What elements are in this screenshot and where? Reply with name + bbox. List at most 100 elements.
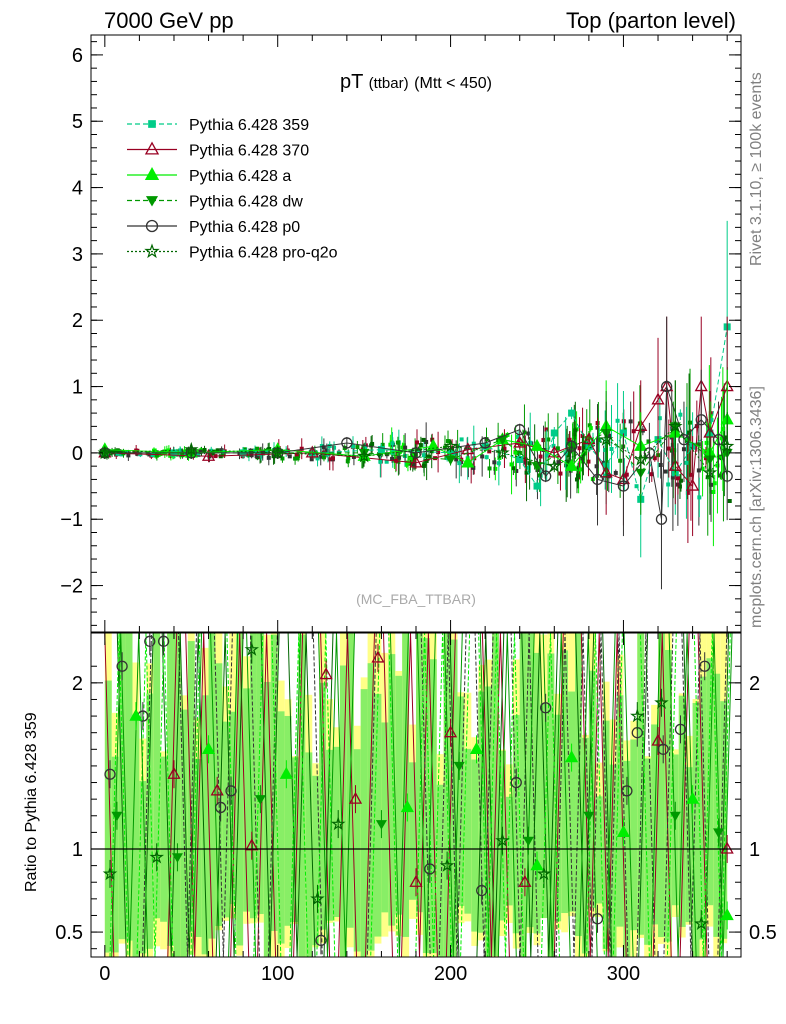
ratio-band-green	[422, 638, 430, 954]
watermark: (MC_FBA_TTBAR)	[356, 591, 476, 607]
main-cloud-point	[538, 454, 543, 459]
main-cloud-point	[666, 446, 671, 451]
ratio-data-point	[518, 874, 532, 887]
main-cloud-point	[150, 453, 155, 458]
main-cloud-point	[484, 455, 489, 460]
ratio-data-point	[616, 825, 631, 838]
ratio-data-point	[674, 723, 687, 736]
main-data-point	[547, 458, 562, 473]
chart-title-main: pT	[340, 71, 363, 93]
main-cloud-point	[267, 446, 272, 451]
ratio-series	[167, 643, 734, 897]
main-cloud-point	[351, 444, 356, 449]
main-cloud-point	[254, 454, 259, 459]
main-cloud-point	[418, 443, 423, 448]
ratio-data-point	[564, 750, 579, 763]
main-cloud-point	[634, 484, 639, 489]
ratio-data-point	[400, 800, 414, 813]
ratio-band-green	[360, 689, 368, 957]
ratio-data-point	[167, 766, 181, 779]
main-cloud-point	[596, 437, 601, 442]
main-cloud-point	[618, 458, 623, 463]
main-cloud-point	[390, 456, 395, 461]
main-ytick-label: 6	[72, 45, 83, 67]
main-cloud-point	[429, 449, 434, 454]
ratio-band-green	[153, 633, 161, 919]
main-ytick-label: 5	[72, 111, 83, 133]
ratio-band-green	[623, 760, 631, 957]
main-cloud-point	[295, 456, 300, 461]
main-cloud-point	[572, 432, 577, 437]
legend-marker	[145, 219, 159, 233]
legend-label: Pythia 6.428 dw	[189, 194, 303, 211]
ratio-ytick-label-right: 2	[749, 673, 760, 695]
ratio-data-point	[102, 866, 118, 881]
ratio-panel: 0.5 0.5 1 1 2 2 0 100 200 300	[55, 632, 777, 985]
main-cloud-point	[384, 459, 389, 464]
ratio-data-point	[171, 853, 183, 863]
main-cloud-point	[436, 450, 441, 455]
main-cloud-point	[324, 448, 329, 453]
main-cloud-point	[675, 476, 680, 481]
main-cloud-point	[198, 449, 203, 454]
chart-title-sub: (ttbar)	[369, 75, 409, 92]
ratio-data-point	[694, 916, 709, 930]
main-data-point	[516, 456, 524, 464]
ratio-data-point	[348, 791, 363, 804]
xtick-label: 300	[607, 963, 640, 985]
main-cloud-point	[587, 423, 592, 428]
main-cloud-point	[471, 441, 476, 446]
main-cloud-point	[496, 437, 501, 442]
main-ytick-label: 1	[72, 377, 83, 399]
ratio-data-point	[129, 708, 143, 721]
main-cloud-point	[546, 437, 551, 442]
ratio-band-green	[339, 665, 347, 957]
main-data-point	[377, 446, 385, 454]
main-data-point	[533, 482, 541, 490]
main-data-point	[409, 455, 423, 468]
main-cloud-point	[209, 448, 214, 453]
main-data-point	[97, 445, 113, 460]
main-series-line	[104, 326, 728, 502]
main-cloud-point	[565, 459, 570, 464]
main-cloud-point	[580, 433, 585, 438]
main-data-point	[591, 473, 604, 486]
main-cloud-point	[421, 437, 426, 442]
main-data-point	[547, 445, 561, 458]
ratio-data-point	[495, 833, 510, 847]
ratio-data-point	[111, 811, 123, 822]
main-data-point	[661, 380, 673, 393]
ratio-band-green	[263, 681, 271, 957]
ratio-band-green	[533, 652, 541, 934]
ratio-band-green	[381, 722, 389, 913]
ratio-band-green	[222, 721, 230, 918]
xtick-label: 200	[434, 963, 467, 985]
ratio-band-green	[658, 633, 665, 938]
legend-marker	[145, 196, 159, 207]
main-cloud-point	[687, 430, 692, 435]
main-cloud-point	[266, 455, 271, 460]
main-cloud-point	[669, 426, 674, 431]
main-cloud-point	[685, 490, 690, 495]
main-data-point	[550, 429, 558, 437]
main-cloud-point	[575, 477, 580, 482]
ratio-band-green	[326, 749, 334, 921]
main-cloud-point	[595, 420, 600, 425]
ratio-band-green	[464, 748, 472, 914]
main-cloud-point	[405, 460, 410, 465]
main-data-point	[447, 449, 455, 457]
main-cloud-point	[594, 464, 599, 469]
main-cloud-point	[588, 426, 593, 431]
ratio-ylabel: Ratio to Pythia 6.428 359	[23, 712, 40, 892]
ratio-data-point	[315, 934, 327, 947]
main-cloud-point	[454, 457, 459, 462]
main-cloud-point	[178, 448, 183, 453]
ratio-data-point	[630, 708, 645, 723]
ratio-data-point	[116, 660, 128, 672]
ratio-band-green	[409, 762, 416, 900]
ratio-band-green	[180, 709, 188, 957]
main-cloud-point	[670, 475, 675, 480]
ratio-ytick-label-left: 2	[72, 673, 83, 695]
main-cloud-point	[177, 452, 182, 457]
main-data-point	[270, 445, 286, 460]
